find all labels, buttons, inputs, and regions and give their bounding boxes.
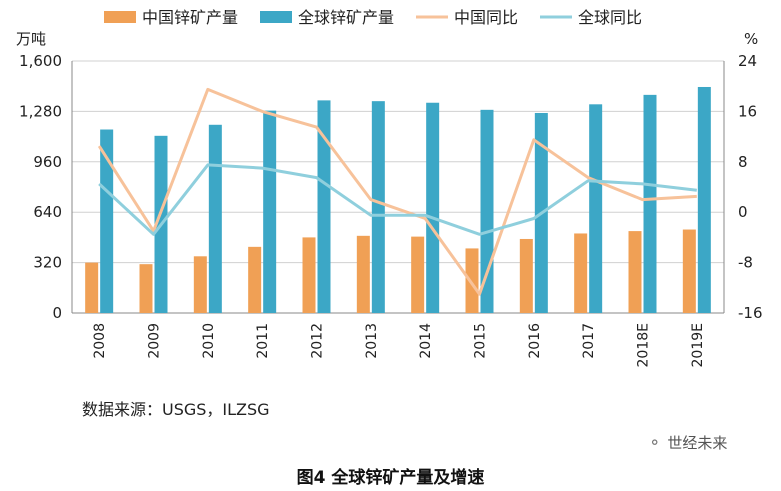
x-tick-label: 2019E	[690, 323, 706, 367]
right-tick-label: 16	[738, 102, 757, 120]
left-tick-label: 1,600	[19, 52, 62, 70]
legend-swatch-1	[104, 11, 136, 23]
legend-label-4: 全球同比	[578, 8, 642, 27]
x-tick-label: 2013	[364, 323, 380, 359]
bar-1	[248, 246, 262, 313]
line-series-2	[98, 163, 697, 236]
line-series-1	[97, 87, 697, 296]
bar-1	[628, 231, 642, 313]
right-tick-label: -16	[738, 304, 763, 322]
right-axis-unit: %	[744, 30, 758, 48]
legend-label-3: 中国同比	[454, 8, 518, 27]
bar-1	[465, 248, 479, 313]
bar-2	[371, 101, 385, 313]
x-tick-label: 2016	[527, 323, 543, 359]
x-tick-label: 2010	[201, 323, 217, 359]
watermark: ⚬ 世经未来	[648, 432, 727, 453]
source-note: 数据来源：USGS，ILZSG	[82, 400, 270, 419]
left-tick-label: 640	[33, 203, 62, 221]
bar-1	[193, 256, 207, 313]
x-tick-label: 2017	[581, 323, 597, 359]
bar-2	[263, 110, 277, 313]
legend-label-2: 全球锌矿产量	[298, 8, 394, 27]
watermark-text: 世经未来	[667, 434, 728, 452]
right-tick-label: 24	[738, 52, 757, 70]
bar-2	[426, 102, 440, 313]
legend-swatch-2	[260, 11, 292, 23]
x-tick-label: 2009	[147, 323, 163, 359]
left-tick-label: 320	[33, 254, 62, 272]
wechat-icon: ⚬	[648, 433, 662, 452]
x-tick-label: 2008	[92, 323, 108, 359]
left-axis-unit: 万吨	[16, 30, 46, 48]
bar-2	[208, 124, 222, 313]
bar-1	[411, 236, 425, 313]
x-tick-label: 2014	[418, 323, 434, 359]
bar-2	[697, 86, 711, 313]
bar-1	[519, 238, 533, 313]
x-tick-label: 2015	[473, 323, 489, 359]
left-tick-label: 0	[52, 304, 62, 322]
x-tick-label: 2011	[255, 323, 271, 359]
bar-2	[643, 94, 657, 313]
right-tick-label: 0	[738, 203, 748, 221]
bar-1	[85, 262, 99, 313]
bar-1	[574, 233, 588, 313]
bar-2	[317, 100, 331, 313]
bar-1	[139, 264, 153, 313]
x-tick-label: 2012	[310, 323, 326, 359]
bar-1	[682, 229, 696, 313]
bar-2	[100, 129, 114, 313]
bar-2	[589, 104, 603, 313]
right-tick-label: -8	[738, 254, 753, 272]
bar-1	[356, 235, 370, 313]
right-tick-label: 8	[738, 153, 748, 171]
left-tick-label: 960	[33, 153, 62, 171]
x-tick-label: 2018E	[636, 323, 652, 367]
figure-caption: 图4 全球锌矿产量及增速	[296, 468, 485, 488]
left-tick-label: 1,280	[19, 102, 62, 120]
bar-1	[302, 237, 316, 313]
legend-label-1: 中国锌矿产量	[142, 8, 238, 27]
